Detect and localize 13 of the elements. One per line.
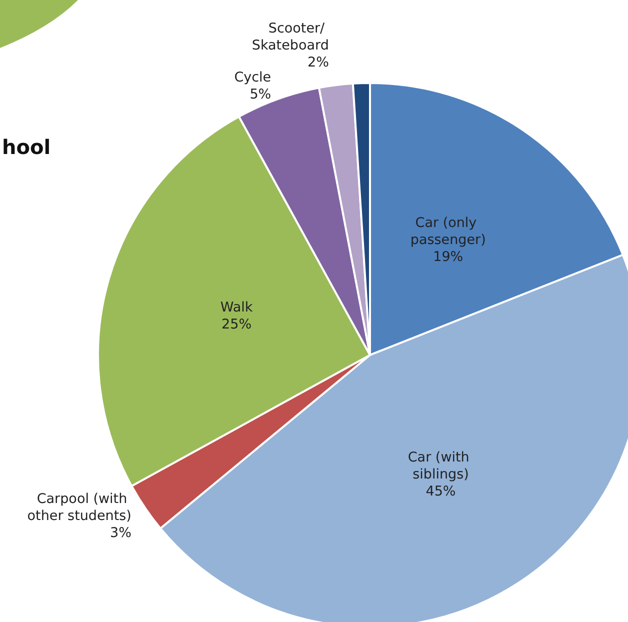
slice-label: Carpool (with other students) <box>27 490 132 524</box>
data-label: 2% <box>307 54 330 70</box>
data-label: 5% <box>250 86 272 102</box>
text: hool <box>2 135 51 159</box>
slice-label: Walk <box>220 300 253 316</box>
data-label: 3% <box>110 524 132 541</box>
data-label: 19% <box>433 249 464 266</box>
data-label: 45% <box>426 484 456 500</box>
slice-label: Car (only passenger) <box>410 215 486 248</box>
slice-label: Cycle <box>234 69 272 86</box>
slice-label: Car (with siblings) <box>408 450 474 483</box>
slice-label: Scooter/ Skateboard <box>252 20 329 54</box>
data-label: 25% <box>222 316 252 333</box>
